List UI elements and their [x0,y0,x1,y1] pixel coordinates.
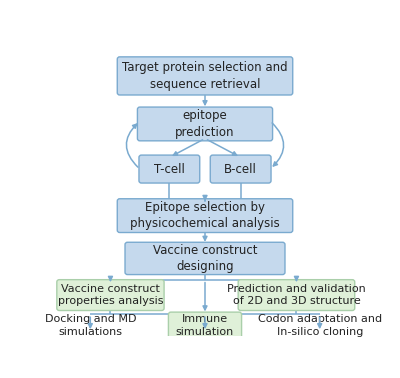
Text: T-cell: T-cell [154,163,185,175]
Text: Prediction and validation
of 2D and 3D structure: Prediction and validation of 2D and 3D s… [227,284,366,307]
FancyBboxPatch shape [238,280,355,310]
Text: Epitope selection by
physicochemical analysis: Epitope selection by physicochemical ana… [130,201,280,230]
Text: Vaccine construct
properties analysis: Vaccine construct properties analysis [58,284,163,307]
FancyBboxPatch shape [168,312,242,339]
Text: Codon adaptation and
In-silico cloning: Codon adaptation and In-silico cloning [258,314,382,337]
Text: epitope
prediction: epitope prediction [175,109,235,139]
Text: Target protein selection and
sequence retrieval: Target protein selection and sequence re… [122,61,288,91]
FancyBboxPatch shape [138,107,272,141]
FancyBboxPatch shape [139,155,200,183]
Text: Immune
simulation: Immune simulation [176,314,234,337]
FancyBboxPatch shape [125,242,285,274]
Text: B-cell: B-cell [224,163,257,175]
Text: Vaccine construct
designing: Vaccine construct designing [153,244,257,273]
FancyBboxPatch shape [210,155,271,183]
Text: Docking and MD
simulations: Docking and MD simulations [44,314,136,337]
FancyBboxPatch shape [117,57,293,95]
FancyBboxPatch shape [117,199,293,232]
FancyBboxPatch shape [57,280,164,310]
